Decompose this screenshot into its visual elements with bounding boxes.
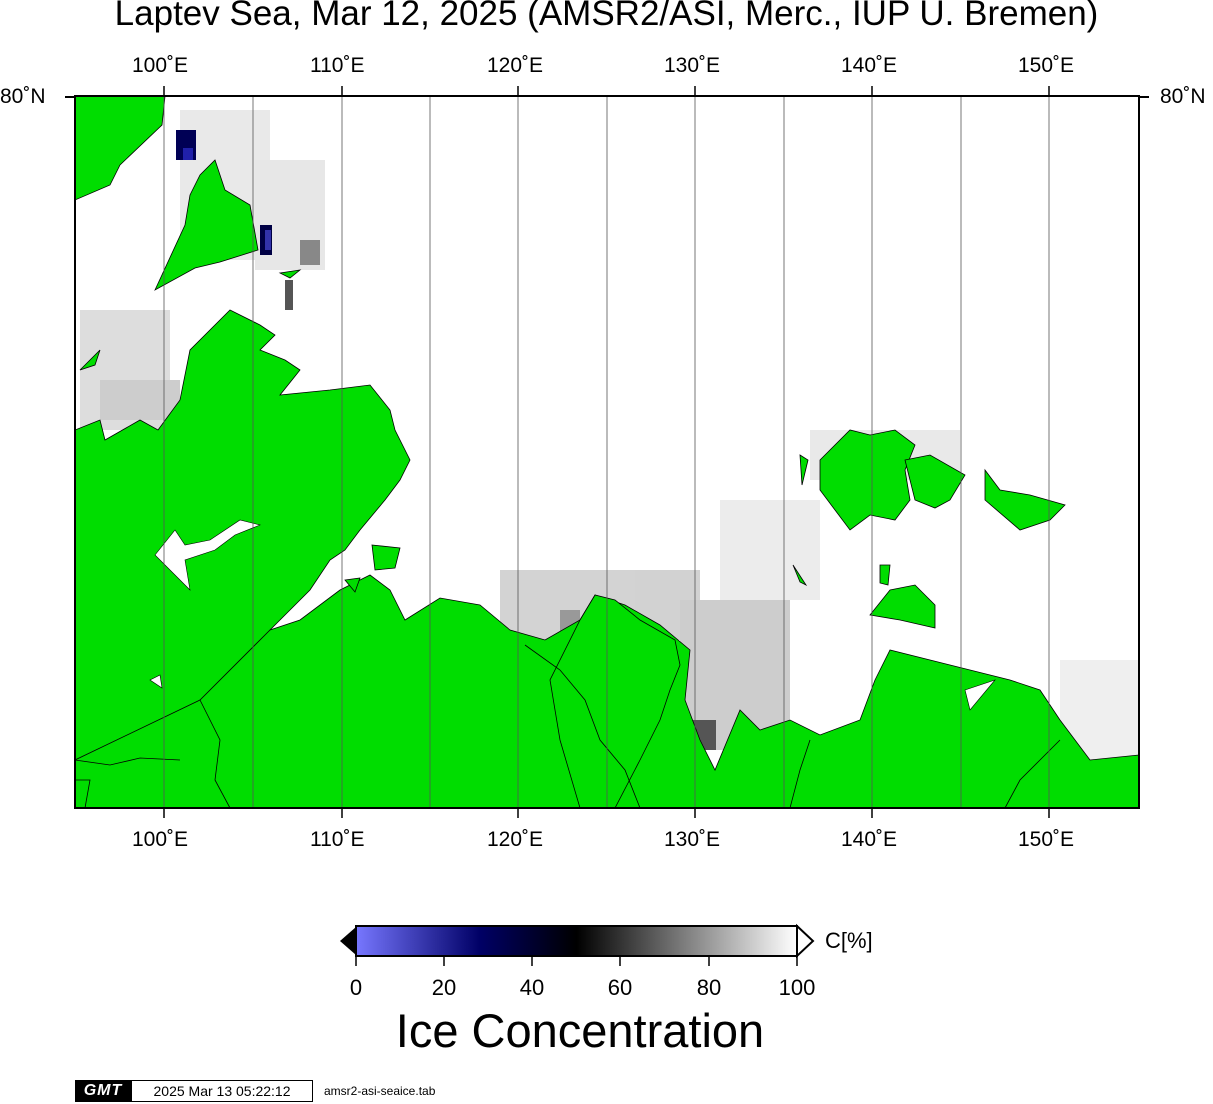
colorbar-tick-40: 40: [519, 975, 545, 1000]
colorbar-tick-20: 20: [431, 975, 457, 1000]
lon-label-100e-top: 100˚E: [132, 54, 189, 77]
severnaya-zemlya-west: [75, 96, 166, 201]
lon-label-130e-bottom: 130˚E: [664, 828, 721, 851]
lon-label-140e-top: 140˚E: [841, 54, 898, 77]
colorbar-high-arrow: [796, 923, 815, 959]
data-filename: amsr2-asi-seaice.tab: [324, 1084, 436, 1098]
lon-label-120e-top: 120˚E: [487, 54, 544, 77]
colorbar-tick-80: 80: [696, 975, 722, 1000]
bolshoy-lyakhovsky-island: [869, 584, 936, 629]
bolshevik-island: [154, 159, 259, 291]
colorbar-low-arrow: [340, 927, 356, 955]
colorbar-gradient: [355, 925, 798, 957]
gmt-logo: GMT: [75, 1080, 131, 1102]
faddeyevsky-island: [904, 454, 966, 509]
lon-label-100e-bottom: 100˚E: [132, 828, 189, 851]
map-frame: [74, 95, 1140, 809]
low-concentration-spots: [176, 130, 716, 750]
timestamp-box: 2025 Mar 13 05:22:12: [131, 1080, 313, 1102]
lon-label-150e-top: 150˚E: [1018, 54, 1075, 77]
map-title: Laptev Sea, Mar 12, 2025 (AMSR2/ASI, Mer…: [114, 0, 1099, 33]
colorbar: [340, 923, 815, 966]
lon-label-130e-top: 130˚E: [664, 54, 721, 77]
meridian-gridlines: [163, 96, 1050, 808]
lon-label-150e-bottom: 150˚E: [1018, 828, 1075, 851]
lon-label-110e-bottom: 110˚E: [310, 828, 365, 851]
colorbar-tick-100: 100: [778, 975, 816, 1000]
lon-label-140e-bottom: 140˚E: [841, 828, 898, 851]
variable-title: Ice Concentration: [395, 1004, 765, 1057]
lat-label-right: 80˚N: [1160, 85, 1206, 108]
lon-label-110e-top: 110˚E: [310, 54, 365, 77]
new-siberia-island: [984, 468, 1066, 531]
lon-label-120e-bottom: 120˚E: [487, 828, 544, 851]
lat-label-left: 80˚N: [0, 85, 46, 108]
colorbar-tick-0: 0: [349, 975, 363, 1000]
colorbar-unit-label: C[%]: [825, 928, 873, 953]
rivers: [75, 644, 1061, 808]
bays: [149, 519, 996, 711]
colorbar-tick-60: 60: [607, 975, 633, 1000]
kotelny-island: [819, 429, 916, 531]
